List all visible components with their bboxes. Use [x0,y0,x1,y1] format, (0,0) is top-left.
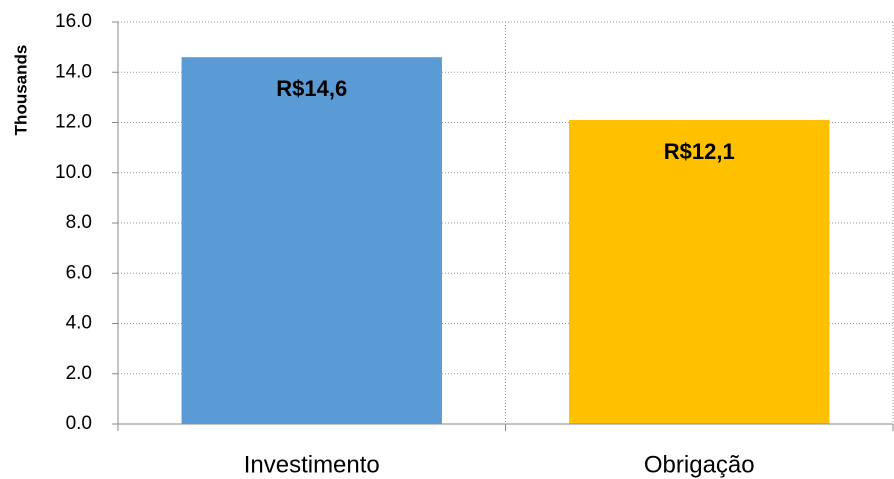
y-tick-label: 14.0 [55,61,92,82]
y-tick-label: 6.0 [66,262,92,283]
y-tick-label: 4.0 [66,313,92,334]
x-tick-label: Obrigação [644,451,755,478]
y-tick-label: 0.0 [66,413,92,434]
y-axis-label: Thousands [11,45,30,136]
value-label: R$14,6 [276,76,347,101]
x-tick-label: Investimento [244,451,380,478]
y-tick-label: 12.0 [55,112,92,133]
y-tick-label: 8.0 [66,212,92,233]
value-label: R$12,1 [664,139,735,164]
y-tick-label: 2.0 [66,363,92,384]
y-tick-label: 10.0 [55,162,92,183]
bar [569,119,830,425]
y-tick-label: 16.0 [55,11,92,32]
bar [181,57,442,425]
